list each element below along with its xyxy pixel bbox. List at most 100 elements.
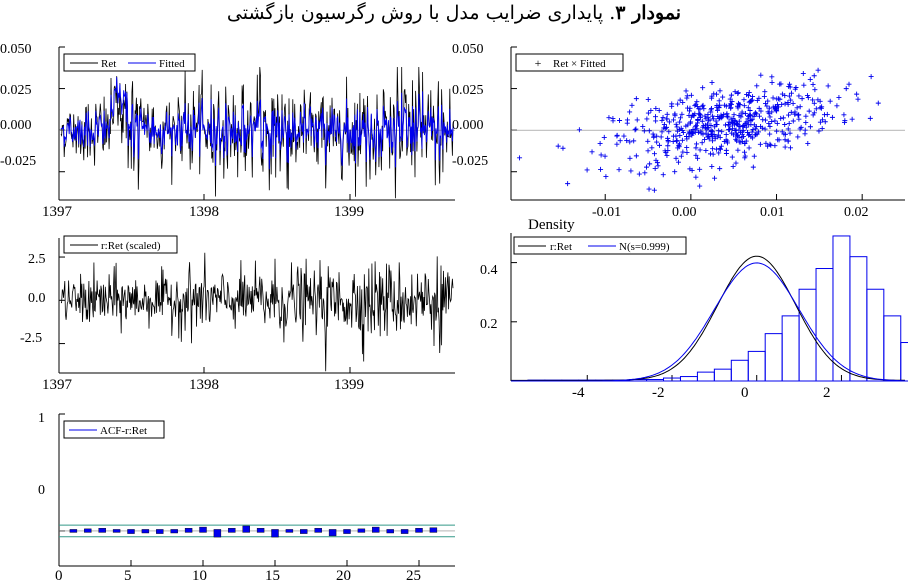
- p2-point: [632, 127, 638, 133]
- p2-point: [750, 94, 756, 100]
- p2-point: [715, 134, 721, 140]
- p5-acf-bar: [400, 529, 409, 534]
- p2-point: [695, 117, 701, 123]
- p2-point: [767, 131, 773, 137]
- p2-legend-label: Ret × Fitted: [553, 58, 606, 70]
- p3-xtick-1: 1398: [189, 377, 219, 393]
- p2-point: [803, 113, 809, 119]
- p2-point: [684, 145, 690, 151]
- p4-ytick-1: 0.2: [480, 317, 498, 332]
- p1-legend-fitted: Fitted: [159, 58, 185, 70]
- p2-point: [744, 92, 750, 98]
- p2-point: [812, 87, 818, 93]
- p2-point: [818, 105, 824, 111]
- p4-bar: [713, 368, 732, 382]
- panel-ret-fitted: Ret Fitted 0.050 0.025 0.000 -0.025 1397…: [0, 42, 455, 220]
- p2-point: [797, 104, 803, 110]
- p2-point: [684, 95, 690, 101]
- p2-point: [633, 153, 639, 159]
- p2-point: [720, 94, 726, 100]
- p2-point: [746, 132, 752, 138]
- p2-point: [764, 103, 770, 109]
- p4-ytick-0: 0.4: [480, 263, 498, 278]
- p2-point: [772, 106, 778, 112]
- p2-point: [745, 119, 751, 125]
- p2-point: [660, 115, 666, 121]
- p4-density-label: Density: [528, 217, 575, 233]
- p5-legend-box: [63, 420, 165, 439]
- p4-xtick-1: -2: [652, 385, 665, 401]
- p2-point: [631, 138, 637, 144]
- p2-point: [846, 81, 852, 87]
- p2-point: [786, 112, 792, 118]
- p2-point: [787, 130, 793, 136]
- p2-point: [765, 109, 771, 115]
- p2-point: [736, 112, 742, 118]
- p2-xtick-1: 0.00: [672, 205, 697, 220]
- p2-point: [758, 72, 764, 78]
- p2-point: [774, 96, 780, 102]
- p1-ytick-3: -0.025: [0, 154, 36, 169]
- p3-legend: r:Ret (scaled): [63, 235, 178, 254]
- p4-bar: [883, 315, 902, 382]
- p2-point: [767, 123, 773, 129]
- p5-acf-bar: [271, 529, 279, 538]
- p2-point: [614, 132, 620, 138]
- p2-point: [645, 110, 651, 116]
- p2-point: [725, 114, 731, 120]
- p2-point: [621, 133, 627, 139]
- p2-point: [803, 120, 809, 126]
- p2-point: [675, 101, 681, 107]
- p2-point: [719, 129, 725, 135]
- p2-point: [651, 134, 657, 140]
- p2-point: [692, 111, 698, 117]
- p2-point: [867, 115, 873, 121]
- p2-point: [697, 106, 703, 112]
- p5-legend-label: ACF-r:Ret: [100, 425, 147, 437]
- p2-point: [649, 145, 655, 151]
- p4-bar: [866, 288, 885, 382]
- p2-point: [716, 116, 722, 122]
- p2-point: [792, 86, 798, 92]
- p2-point: [652, 166, 658, 172]
- p2-point: [680, 99, 686, 105]
- p1-ytick-0: 0.050: [0, 42, 32, 57]
- p2-point: [627, 109, 633, 115]
- p5-acf-bar: [98, 528, 106, 533]
- p2-point: [816, 128, 822, 134]
- p2-point: [734, 134, 740, 140]
- p2-point: [645, 148, 651, 154]
- p2-point: [729, 126, 735, 132]
- p2-point: [673, 133, 679, 139]
- p2-point: [747, 112, 753, 118]
- p2-point: [702, 113, 708, 119]
- p2-point: [679, 137, 685, 143]
- p2-point: [665, 143, 671, 149]
- p2-point: [674, 138, 680, 144]
- p2-point: [697, 183, 703, 189]
- p2-point: [788, 109, 794, 115]
- p2-point: [875, 100, 881, 106]
- p2-point: [610, 118, 616, 124]
- p2-point: [813, 106, 819, 112]
- p2-point: [868, 74, 874, 80]
- p2-point: [750, 126, 756, 132]
- p2-point: [728, 116, 734, 122]
- p2-point: [709, 134, 715, 140]
- p2-point: [801, 82, 807, 88]
- p2-point: [836, 95, 842, 101]
- p2-point: [767, 114, 773, 120]
- p2-point: [800, 70, 806, 76]
- p1-legend-ret: Ret: [101, 58, 116, 70]
- p2-point: [709, 95, 715, 101]
- p2-point: [843, 86, 849, 92]
- p2-point: [697, 111, 703, 117]
- p2-point: [653, 106, 659, 112]
- panel-acf: ACF-r:Ret 1 0 0 5 10 15 20 25: [38, 411, 455, 581]
- p2-point: [718, 112, 724, 118]
- p5-acf-bar: [184, 528, 193, 533]
- p2-point: [815, 67, 821, 73]
- p4-legend: r:Ret N(s=0.999): [513, 236, 687, 255]
- p2-legend: + Ret × Fitted: [515, 53, 624, 72]
- p1-ytick-2: 0.000: [0, 118, 32, 133]
